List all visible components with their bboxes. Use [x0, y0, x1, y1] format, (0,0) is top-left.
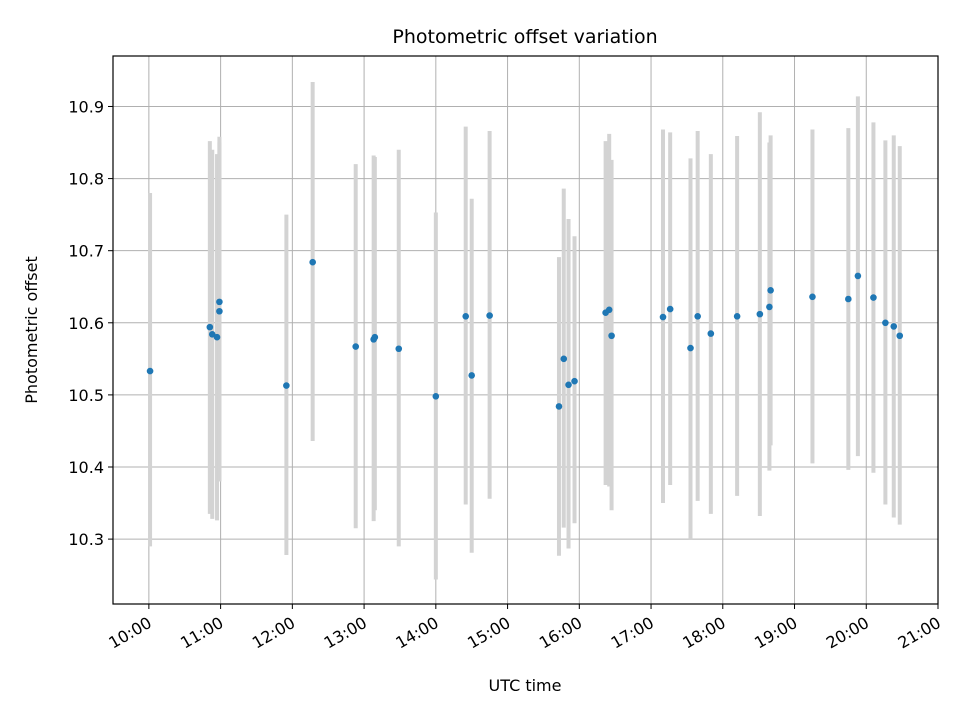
y-axis-ticks: 10.3 10.4 10.5 10.6 10.7 10.8 10.9 — [68, 97, 113, 549]
chart-title: Photometric offset variation — [392, 26, 657, 48]
y-tick-label: 10.3 — [68, 530, 104, 549]
data-point — [687, 344, 694, 352]
data-point — [432, 393, 440, 400]
point-layer — [146, 258, 904, 410]
data-point — [352, 343, 360, 350]
y-tick-label: 10.7 — [68, 242, 104, 261]
y-axis-label: Photometric offset — [22, 256, 41, 404]
data-point — [767, 287, 774, 294]
x-axis-label: UTC time — [489, 676, 562, 695]
data-point — [854, 272, 862, 280]
data-point — [845, 295, 852, 303]
data-point — [659, 313, 667, 321]
data-point — [694, 313, 701, 320]
y-tick-label: 10.5 — [68, 386, 104, 405]
data-point — [371, 333, 379, 341]
data-point — [707, 330, 715, 337]
data-point — [756, 310, 764, 318]
data-point — [208, 331, 216, 338]
data-point — [395, 345, 403, 353]
data-point — [666, 305, 674, 313]
data-point — [468, 372, 475, 379]
data-point — [555, 403, 563, 410]
data-point — [896, 332, 904, 340]
plot-frame — [112, 55, 939, 605]
data-point — [882, 319, 889, 327]
data-point — [146, 367, 154, 375]
data-point — [309, 258, 316, 266]
data-point — [809, 293, 816, 301]
data-point — [571, 377, 578, 385]
data-point — [605, 306, 613, 314]
data-point — [216, 307, 223, 315]
y-tick-label: 10.6 — [68, 314, 104, 333]
y-tick-label: 10.8 — [68, 170, 104, 189]
data-point — [283, 382, 290, 389]
data-point — [870, 294, 877, 301]
data-point — [462, 313, 470, 320]
data-point — [486, 312, 493, 319]
data-point — [766, 303, 773, 311]
data-point — [565, 381, 572, 389]
data-point — [890, 323, 898, 330]
data-point — [560, 355, 568, 363]
data-point — [608, 332, 615, 340]
data-point — [216, 298, 223, 306]
y-tick-label: 10.9 — [68, 97, 104, 116]
y-tick-label: 10.4 — [68, 458, 104, 477]
data-point — [206, 323, 214, 331]
data-point — [213, 333, 221, 341]
data-point — [733, 313, 741, 320]
